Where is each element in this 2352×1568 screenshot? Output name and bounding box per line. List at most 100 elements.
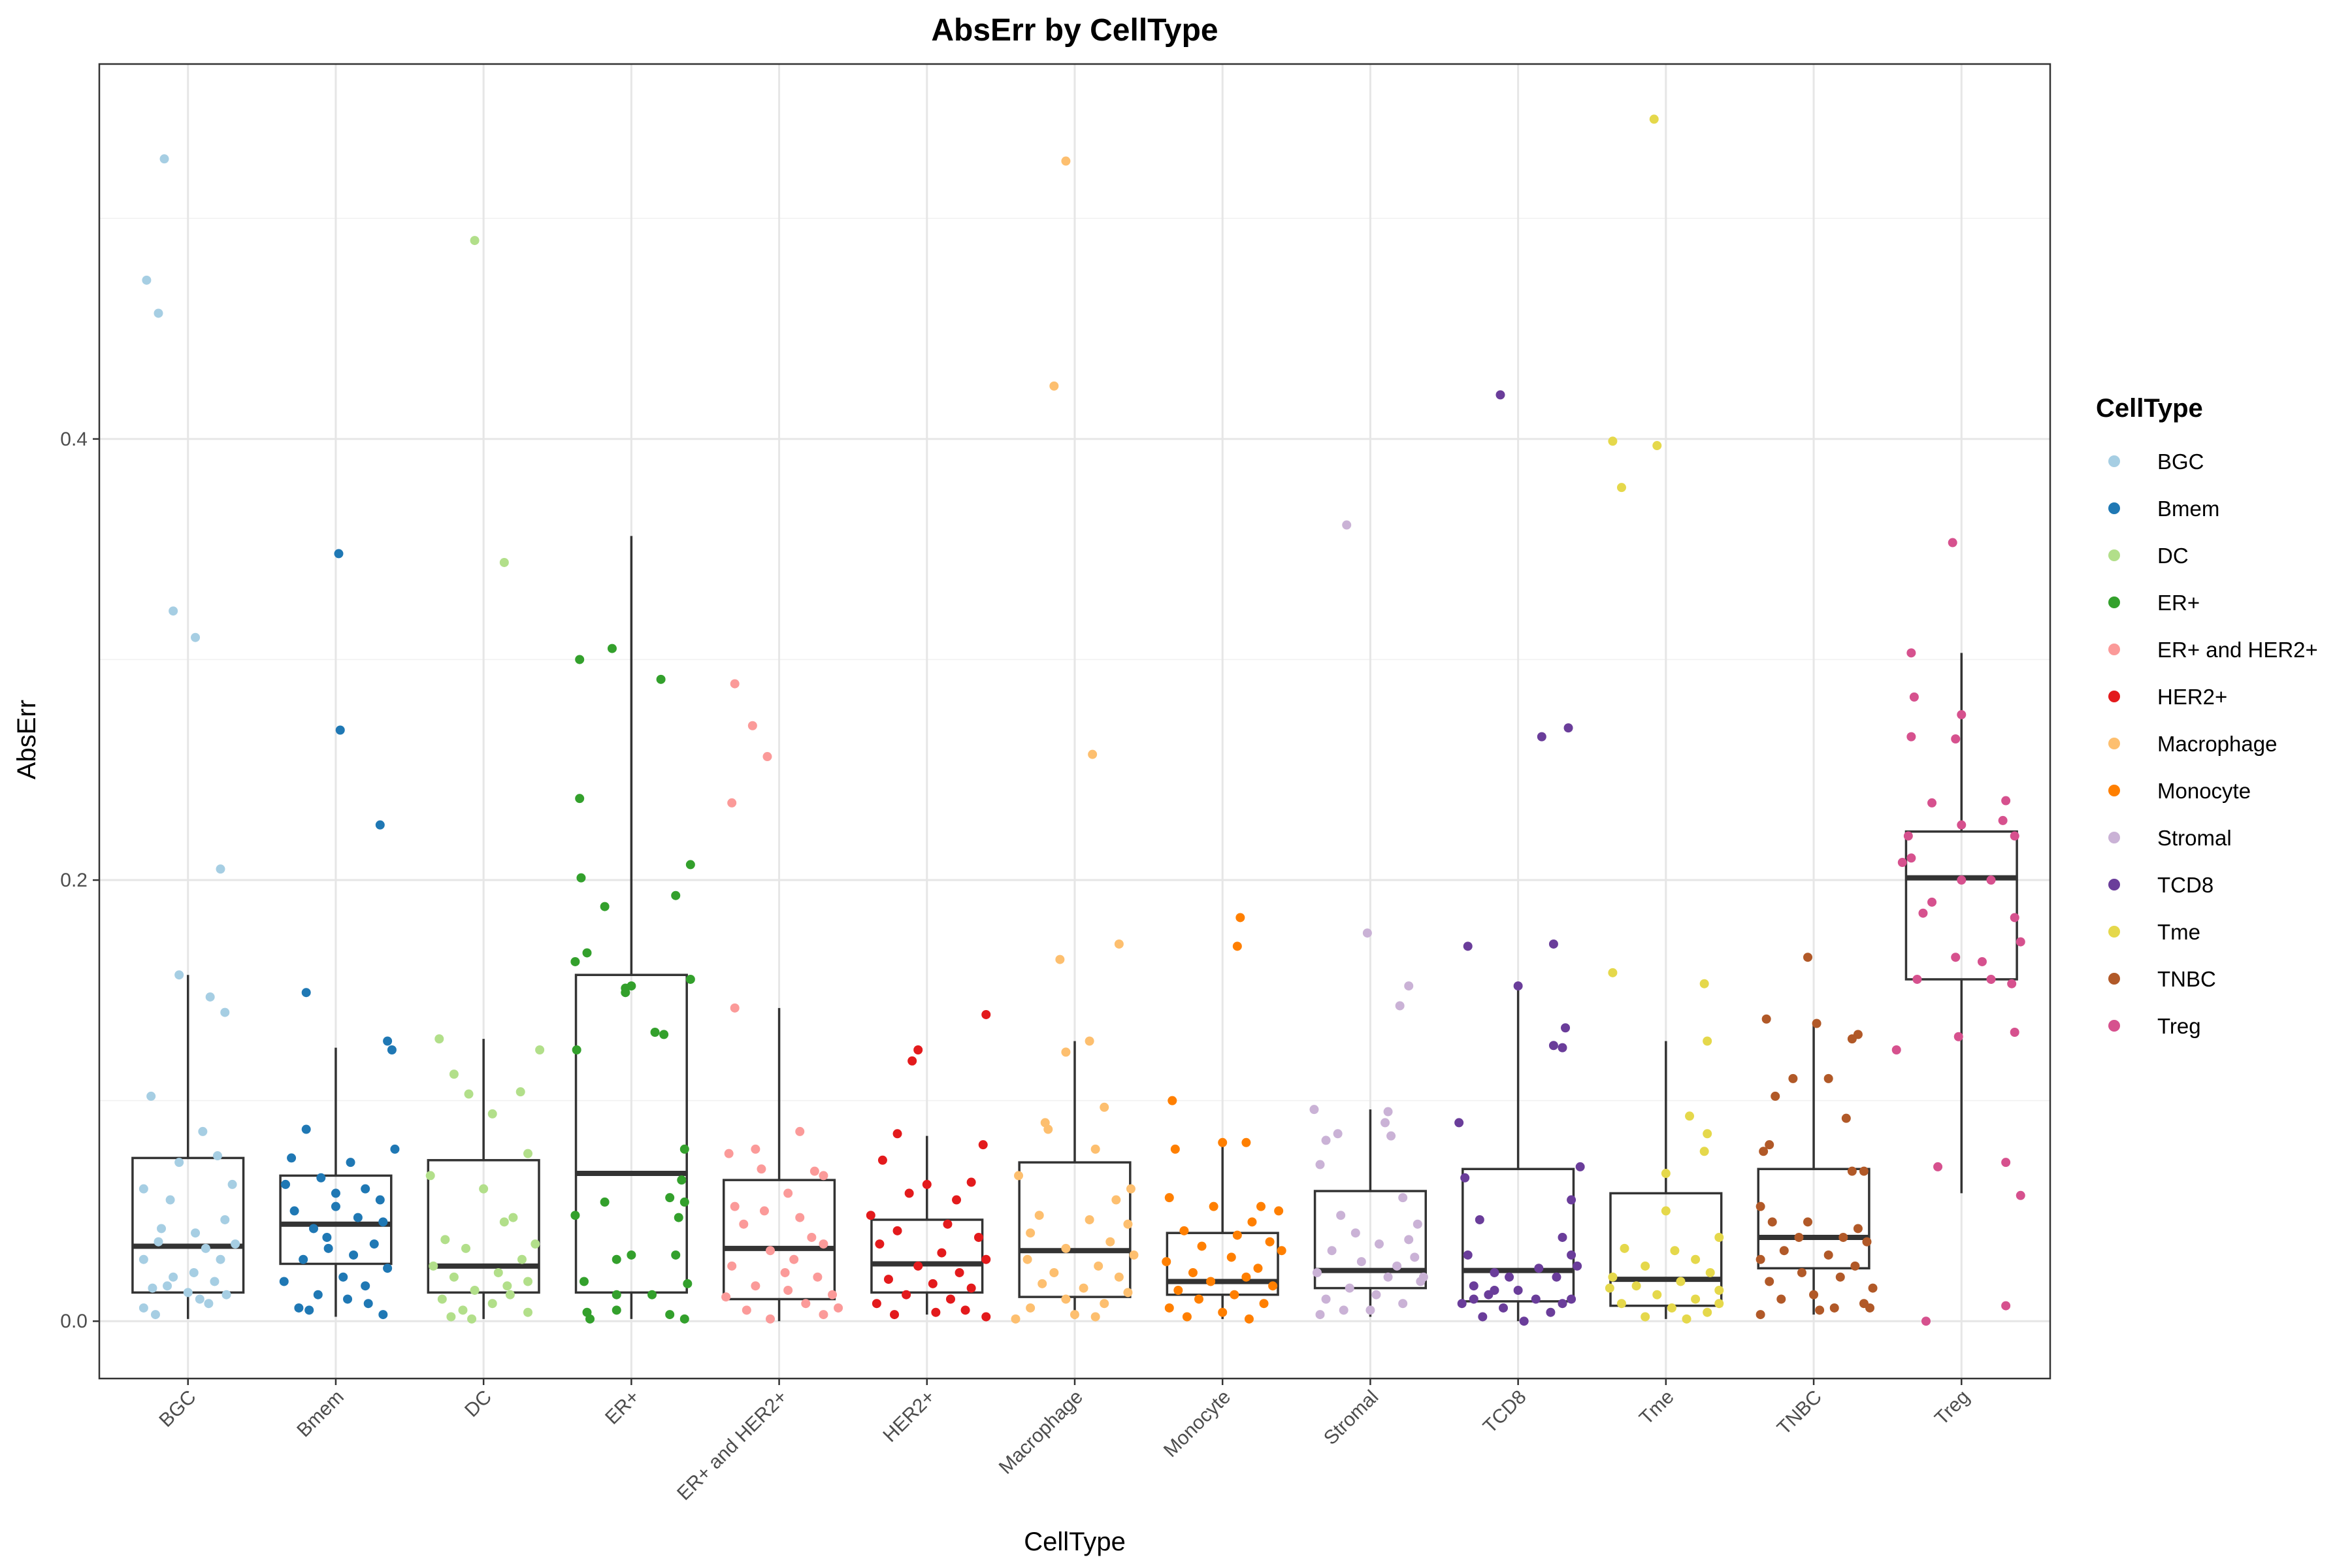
legend-label: ER+ (2157, 591, 2200, 615)
data-point (1927, 798, 1937, 808)
data-point (1676, 1277, 1686, 1286)
data-point (165, 1195, 175, 1205)
data-point (1277, 1246, 1286, 1256)
y-tick-label: 0.2 (60, 870, 88, 891)
data-point (216, 1254, 225, 1264)
data-point (2001, 1301, 2011, 1311)
data-point (375, 820, 385, 830)
data-point (159, 154, 169, 164)
data-point (1652, 441, 1662, 451)
data-point (2016, 937, 2025, 947)
data-point (220, 1215, 230, 1224)
data-point (570, 956, 580, 966)
data-point (425, 1171, 435, 1181)
data-point (349, 1250, 359, 1260)
data-point (1948, 538, 1957, 547)
data-point (2010, 831, 2019, 841)
data-point (627, 981, 636, 991)
points-BGC (139, 154, 240, 1320)
data-point (1957, 875, 1967, 885)
chart-title: AbsErr by CellType (931, 13, 1218, 48)
data-point (1575, 1162, 1585, 1171)
data-point (1315, 1160, 1325, 1169)
data-point (937, 1248, 947, 1258)
data-point (1114, 1272, 1124, 1282)
legend-label: TCD8 (2157, 873, 2213, 897)
data-point (1230, 1290, 1239, 1299)
data-point (1490, 1267, 1499, 1277)
data-point (1608, 436, 1618, 446)
data-point (523, 1277, 533, 1286)
data-point (331, 1188, 340, 1198)
data-point (1986, 974, 1996, 984)
data-point (1616, 483, 1626, 493)
data-point (1209, 1201, 1218, 1211)
data-point (174, 970, 184, 980)
data-point (1173, 1285, 1183, 1295)
data-point (1404, 1235, 1414, 1245)
data-point (1767, 1217, 1777, 1227)
box-Bmem (279, 1047, 393, 1317)
data-point (1345, 1283, 1354, 1293)
data-point (1463, 1250, 1473, 1260)
data-point (517, 1254, 527, 1264)
data-point (146, 1091, 156, 1101)
legend-key (2108, 549, 2120, 561)
data-point (1567, 1250, 1576, 1260)
data-point (2016, 1190, 2025, 1200)
data-point (1247, 1217, 1257, 1227)
box-iqr (1904, 830, 2018, 981)
box-DC (427, 1039, 540, 1319)
data-point (1546, 1307, 1556, 1317)
data-point (747, 721, 757, 730)
data-point (1829, 1303, 1839, 1313)
data-point (742, 1305, 751, 1315)
data-point (1321, 1294, 1331, 1304)
points-Tme (1605, 114, 1724, 1324)
legend-key (2108, 973, 2120, 985)
data-point (1356, 1257, 1366, 1267)
data-point (1652, 1290, 1662, 1299)
data-point (1404, 981, 1414, 991)
data-point (1410, 1252, 1420, 1262)
data-point (780, 1267, 790, 1277)
data-point (679, 1144, 689, 1154)
data-point (795, 1126, 805, 1136)
data-point (1815, 1305, 1825, 1315)
data-point (487, 1299, 497, 1309)
data-point (1499, 1303, 1509, 1313)
data-point (890, 1310, 900, 1320)
data-point (1085, 1036, 1094, 1046)
data-point (665, 1193, 675, 1203)
data-point (515, 1087, 525, 1097)
data-point (387, 1045, 397, 1054)
data-point (789, 1254, 799, 1264)
data-point (201, 1243, 210, 1253)
data-point (461, 1243, 471, 1253)
legend: CellType BGC Bmem DC ER+ ER+ and HER2+ HER2+ M… (2096, 394, 2318, 1038)
data-point (1386, 1131, 1396, 1141)
data-point (1055, 955, 1065, 964)
data-point (1126, 1184, 1135, 1194)
data-point (1490, 1285, 1499, 1295)
data-point (299, 1254, 308, 1264)
data-point (1365, 1305, 1375, 1315)
data-point (677, 1175, 687, 1185)
data-point (981, 1009, 991, 1019)
data-point (1573, 1261, 1582, 1271)
data-point (210, 1277, 220, 1286)
data-point (1957, 820, 1967, 830)
data-point (227, 1179, 237, 1189)
data-point (499, 557, 509, 567)
legend-key (2108, 832, 2120, 843)
legend-label: Stromal (2157, 826, 2232, 850)
box-ER+ and HER2+ (722, 1007, 836, 1322)
data-point (1395, 1001, 1405, 1011)
data-point (470, 236, 480, 246)
data-point (1413, 1219, 1422, 1229)
data-point (531, 1239, 540, 1249)
legend-label: TNBC (2157, 967, 2216, 991)
legend-label: HER2+ (2157, 685, 2227, 709)
data-point (1218, 1137, 1228, 1147)
